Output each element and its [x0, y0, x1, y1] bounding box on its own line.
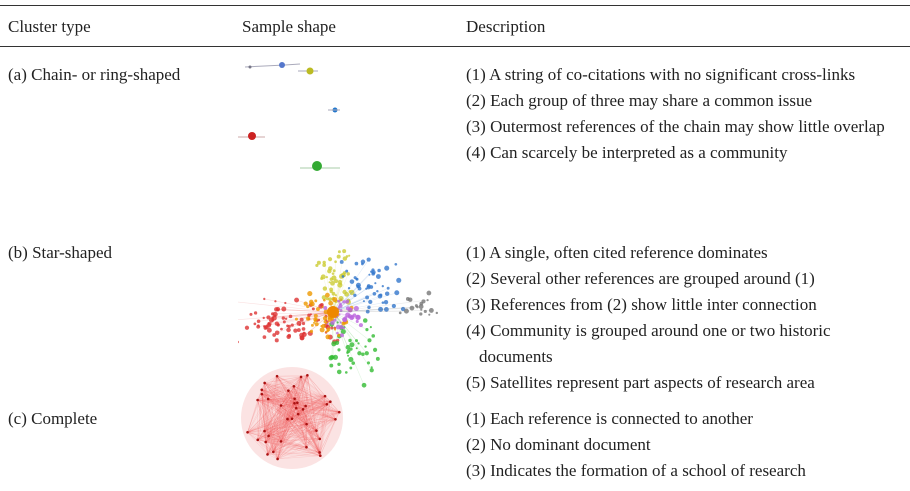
- header-cell: Cluster type: [8, 17, 91, 36]
- star-shape-image: [238, 249, 439, 388]
- description-item: (2) Several other references are grouped…: [466, 269, 815, 288]
- description-item: (4) Can scarcely be interpreted as a com…: [466, 143, 788, 162]
- description-item: (2) No dominant document: [466, 435, 651, 454]
- top-rule: [0, 5, 910, 6]
- description-item: (1) Each reference is connected to anoth…: [466, 409, 753, 428]
- description: (1) A single, often cited reference domi…: [466, 240, 908, 396]
- description-item: (3) Indicates the formation of a school …: [466, 461, 806, 480]
- complete-shape-image: [241, 367, 343, 469]
- description-item: (4) Community is grouped around one or t…: [466, 321, 831, 366]
- cluster-type: (b) Star-shaped: [8, 243, 112, 262]
- header-cell: Description: [466, 17, 546, 36]
- description: (1) A string of co-citations with no sig…: [466, 62, 908, 166]
- description-item: (3) Outermost references of the chain ma…: [466, 117, 885, 136]
- header-cell: Sample shape: [242, 17, 336, 36]
- cluster-type: (a) Chain- or ring-shaped: [8, 65, 181, 84]
- header-rule: [0, 46, 910, 47]
- chain-shape-image: [238, 62, 340, 171]
- description-item: (2) Each group of three may share a comm…: [466, 91, 813, 110]
- cluster-type: (c) Complete: [8, 409, 98, 428]
- description-item: (1) A single, often cited reference domi…: [466, 243, 768, 262]
- description-item: (5) Satellites represent part aspects of…: [466, 373, 815, 392]
- description: (1) Each reference is connected to anoth…: [466, 406, 908, 484]
- description-item: (3) References from (2) show little inte…: [466, 295, 817, 314]
- description-item: (1) A string of co-citations with no sig…: [466, 65, 856, 84]
